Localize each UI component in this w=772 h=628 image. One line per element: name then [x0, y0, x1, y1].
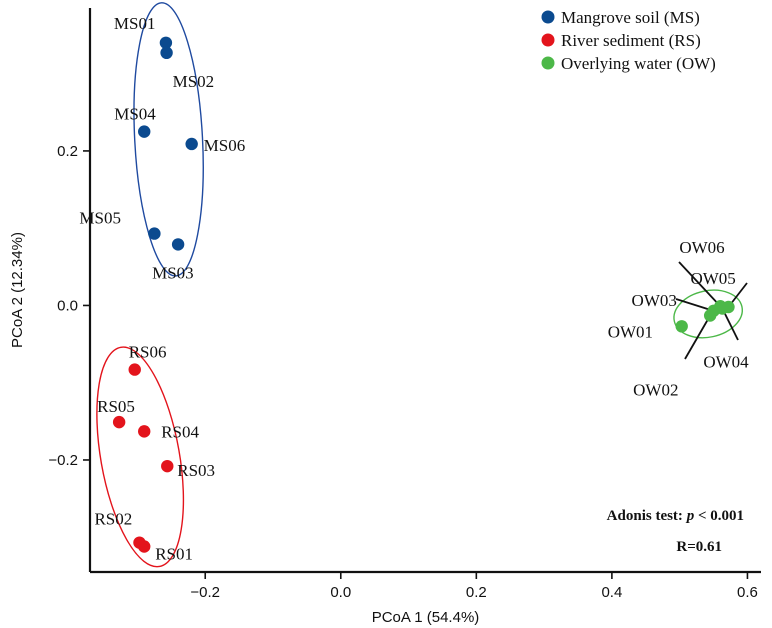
overlying-water-ellipse	[673, 289, 743, 339]
y-axis-ticks: −0.2 0.0 0.2	[48, 143, 90, 469]
point-rs04	[138, 425, 151, 438]
mangrove-soil-ellipse	[133, 2, 204, 277]
point-rs06	[128, 363, 141, 376]
legend-label-mangrove-soil: Mangrove soil (MS)	[561, 8, 700, 27]
point-label-rs02: RS02	[94, 510, 132, 529]
leader-line-ow06	[678, 261, 721, 307]
legend-swatch-overlying-water	[541, 56, 555, 70]
point-label-ms04: MS04	[114, 105, 156, 124]
x-axis-ticks: −0.2 0.0 0.2 0.4 0.6	[190, 572, 758, 601]
x-tick-label: 0.4	[601, 584, 622, 601]
y-axis-title: PCoA 2 (12.34%)	[9, 232, 26, 348]
adonis-test-annotation: Adonis test: p < 0.001	[607, 508, 744, 524]
point-label-rs03: RS03	[177, 461, 215, 480]
point-label-ow02: OW02	[633, 380, 678, 399]
point-label-ow01: OW01	[608, 322, 653, 341]
point-ow01	[675, 320, 688, 333]
river-sediment-ellipse	[96, 346, 185, 568]
legend-label-river-sediment: River sediment (RS)	[561, 31, 701, 50]
point-rs05	[112, 415, 126, 429]
point-label-ow04: OW04	[703, 353, 749, 372]
x-axis-title: PCoA 1 (54.4%)	[372, 609, 480, 626]
point-label-ms05: MS05	[79, 209, 121, 228]
point-label-ms01: MS01	[114, 14, 156, 33]
point-label-rs01: RS01	[155, 545, 193, 564]
point-ow06	[714, 300, 727, 313]
point-rs03	[161, 459, 174, 473]
data-points	[112, 36, 735, 553]
point-label-ms06: MS06	[204, 136, 246, 155]
x-tick-label: 0.2	[466, 584, 487, 601]
leader-line-ow02	[684, 315, 711, 360]
point-ms05	[148, 227, 161, 240]
confidence-ellipses	[96, 2, 743, 568]
x-tick-label: 0.0	[330, 584, 351, 601]
leader-line-ow03	[675, 298, 714, 312]
y-tick-label: 0.0	[57, 297, 78, 314]
point-labels: MS01 MS02 MS03 MS04 MS05 MS06 RS01 RS02 RS03 RS04…	[79, 14, 749, 564]
r-value-annotation: R=0.61	[676, 539, 722, 555]
point-label-rs04: RS04	[161, 422, 199, 441]
legend: Mangrove soil (MS) River sediment (RS) Ove…	[541, 8, 716, 73]
adonis-test-prefix: Adonis test:	[607, 508, 687, 524]
point-rs02	[133, 536, 146, 549]
adonis-test-p: p	[685, 508, 695, 524]
point-ms01	[159, 36, 173, 49]
x-tick-label: 0.6	[737, 584, 758, 601]
point-label-rs05: RS05	[97, 397, 135, 416]
adonis-test-suffix: < 0.001	[694, 508, 744, 524]
point-ms04	[138, 125, 151, 138]
point-ms06	[185, 137, 198, 151]
x-tick-label: −0.2	[190, 584, 220, 601]
point-label-ms03: MS03	[152, 263, 194, 282]
y-tick-label: −0.2	[48, 452, 78, 469]
point-label-ow05: OW05	[690, 269, 735, 288]
point-label-rs06: RS06	[129, 343, 167, 362]
point-ms02	[160, 46, 173, 60]
y-tick-label: 0.2	[57, 143, 78, 160]
legend-label-overlying-water: Overlying water (OW)	[561, 54, 716, 73]
point-label-ow06: OW06	[679, 238, 724, 257]
legend-swatch-mangrove-soil	[541, 10, 555, 24]
point-label-ms02: MS02	[173, 72, 215, 91]
legend-swatch-river-sediment	[541, 33, 555, 47]
point-label-ow03: OW03	[632, 291, 677, 310]
point-ms03	[171, 238, 185, 251]
